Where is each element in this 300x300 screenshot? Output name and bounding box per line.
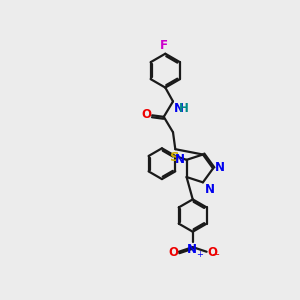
Text: +: +	[196, 250, 203, 259]
Text: −: −	[212, 250, 220, 260]
Text: N: N	[175, 153, 185, 166]
Text: S: S	[170, 151, 180, 164]
Text: N: N	[174, 102, 184, 115]
Text: N: N	[205, 183, 214, 196]
Text: N: N	[214, 161, 225, 174]
Text: F: F	[160, 39, 168, 52]
Text: O: O	[207, 246, 218, 259]
Text: O: O	[141, 108, 152, 121]
Text: H: H	[179, 102, 189, 115]
Text: O: O	[168, 246, 178, 259]
Text: N: N	[187, 243, 197, 256]
